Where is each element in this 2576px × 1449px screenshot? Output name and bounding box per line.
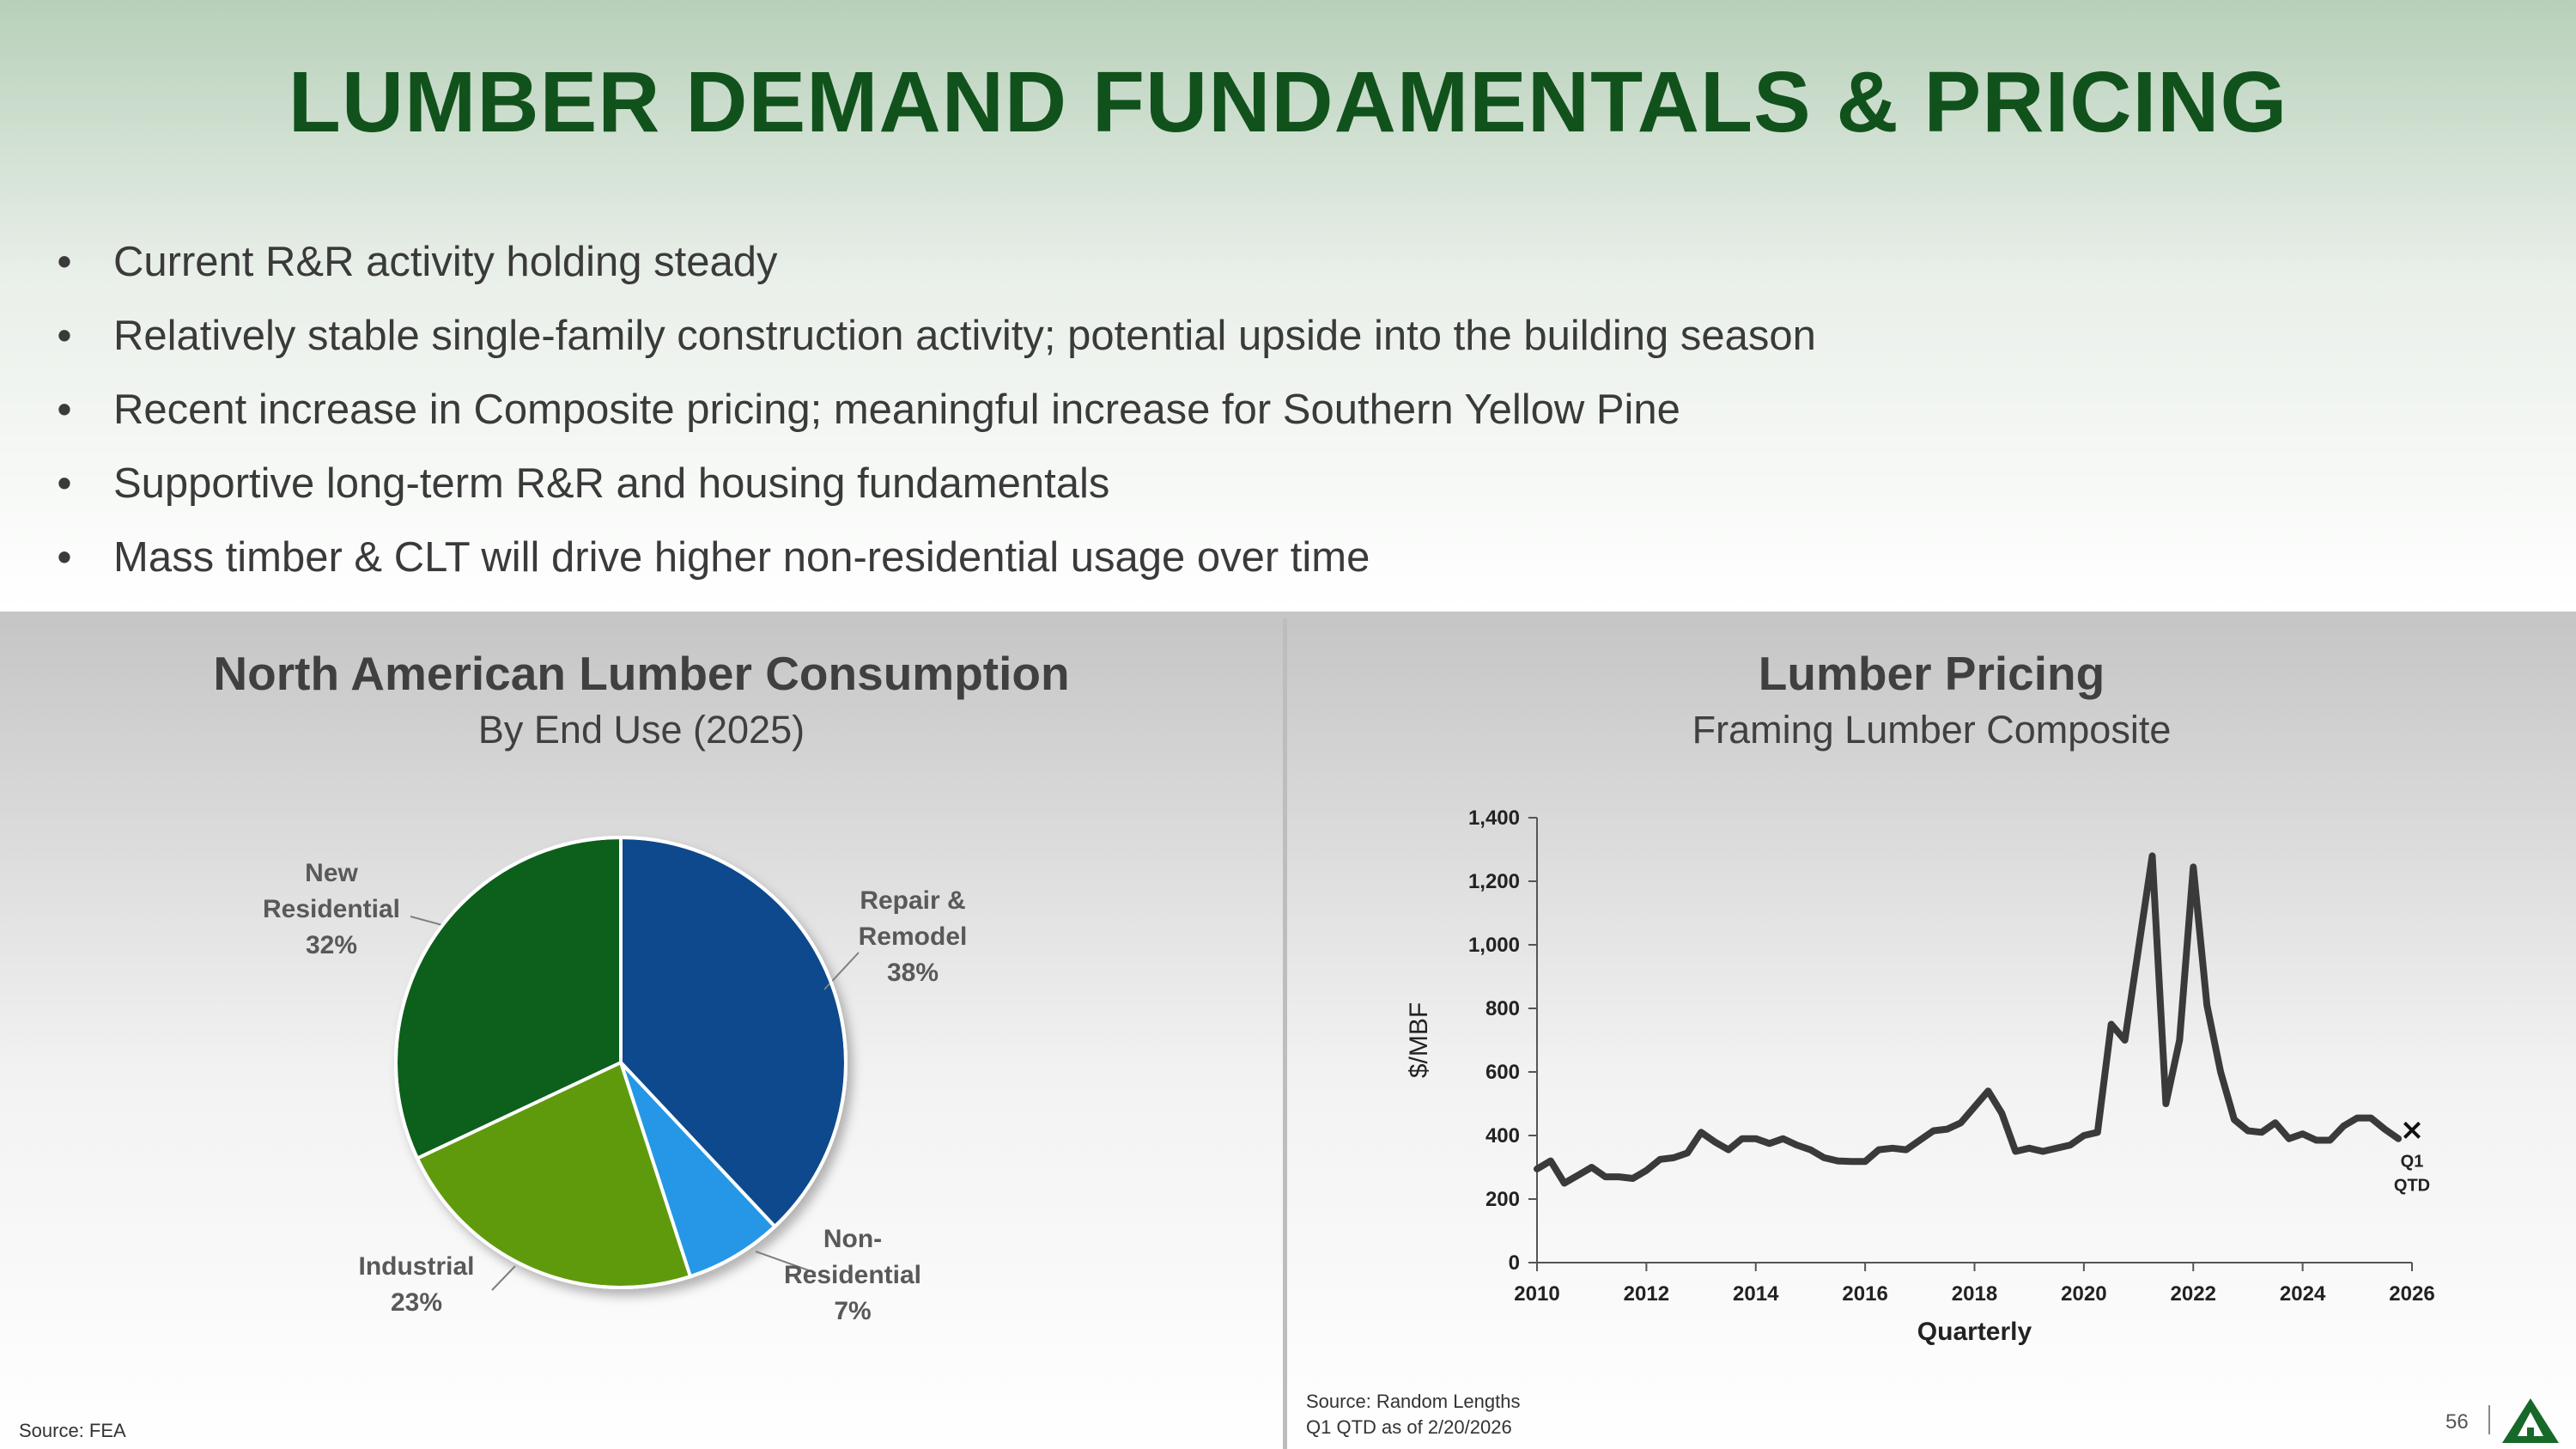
bullet-icon: • — [57, 313, 72, 359]
x-tick-label: 2024 — [2280, 1282, 2326, 1306]
x-tick-label: 2012 — [1624, 1282, 1669, 1306]
y-tick-label: 0 — [1509, 1251, 1520, 1275]
pie-leader-line — [410, 916, 443, 926]
pie-chart: Repair & Remodel 38% Non- Residential 7% Indus… — [263, 835, 968, 1325]
pie-rim — [394, 836, 848, 1289]
pie-label: Residential — [263, 895, 400, 923]
pie-leader-line — [491, 1265, 516, 1291]
bullet-icon: • — [57, 387, 72, 433]
x-tick-label: 2026 — [2389, 1282, 2434, 1306]
pie-leader-line — [823, 952, 860, 990]
pie-label: 23% — [391, 1288, 442, 1317]
pie-label: Non- — [823, 1225, 882, 1253]
y-axis-label: $/MBF — [1405, 1002, 1433, 1078]
line-chart-title: Lumber Pricing — [1758, 647, 2105, 700]
x-tick-label: 2018 — [1952, 1282, 1997, 1306]
page-number-separator — [2488, 1405, 2490, 1434]
pie-chart-title: North American Lumber Consumption — [213, 647, 1070, 700]
bullet-text: Mass timber & CLT will drive higher non-… — [113, 534, 1370, 581]
pie-label: Industrial — [358, 1252, 474, 1281]
bullet-item: • Mass timber & CLT will drive higher non… — [52, 521, 1816, 594]
x-axis-label: Quarterly — [1917, 1318, 2032, 1346]
y-tick-label: 400 — [1485, 1124, 1520, 1148]
x-tick-label: 2014 — [1733, 1282, 1779, 1306]
bullet-text: Recent increase in Composite pricing; me… — [113, 387, 1680, 433]
bullet-list: • Current R&R activity holding steady • Re… — [52, 225, 1816, 594]
bullet-text: Current R&R activity holding steady — [113, 239, 778, 285]
y-tick-label: 1,400 — [1468, 807, 1520, 830]
x-tick-label: 2022 — [2171, 1282, 2216, 1306]
x-tick-label: 2020 — [2061, 1282, 2106, 1306]
x-tick-label: 2016 — [1842, 1282, 1887, 1306]
x-tick-label: 2010 — [1514, 1282, 1559, 1306]
y-tick-label: 1,200 — [1468, 870, 1520, 893]
right-source-line2: Q1 QTD as of 2/20/2026 — [1306, 1416, 1512, 1438]
page-number: 56 — [2445, 1410, 2469, 1434]
qtd-label: Q1 — [2401, 1153, 2424, 1172]
bullet-item: • Recent increase in Composite pricing; m… — [52, 373, 1816, 447]
pie-leader-line — [755, 1251, 817, 1274]
bullet-item: • Relatively stable single-family constru… — [52, 299, 1816, 373]
right-source-line1: Source: Random Lengths — [1306, 1391, 1521, 1412]
line-chart-subtitle: Framing Lumber Composite — [1692, 708, 2172, 752]
company-logo-icon — [2502, 1398, 2559, 1443]
price-line — [1534, 852, 2403, 1187]
qtd-marker: × — [2400, 1113, 2425, 1148]
y-tick-label: 1,000 — [1468, 934, 1520, 957]
bullet-item: • Supportive long-term R&R and housing fu… — [52, 447, 1816, 521]
qtd-label: QTD — [2394, 1177, 2430, 1196]
line-chart: 0 200 400 600 800 1,000 1,200 1,400 2010 2012 2014… — [1405, 807, 2435, 1346]
left-source: Source: FEA — [19, 1420, 126, 1441]
header-background — [0, 0, 2576, 612]
bullet-icon: • — [57, 460, 72, 507]
bullet-icon: • — [57, 239, 72, 285]
pie-label: Remodel — [859, 922, 968, 951]
pie-label: Residential — [784, 1261, 921, 1289]
page-title: LUMBER DEMAND FUNDAMENTALS & PRICING — [288, 54, 2288, 150]
y-tick-label: 200 — [1485, 1188, 1520, 1211]
y-tick-label: 800 — [1485, 997, 1520, 1020]
pie-label: 32% — [306, 931, 357, 959]
pie-label: Repair & — [860, 886, 965, 915]
bullet-item: • Current R&R activity holding steady — [52, 225, 1816, 299]
pie-label: 7% — [834, 1297, 871, 1325]
bullet-text: Supportive long-term R&R and housing fun… — [113, 460, 1110, 507]
pie-label: New — [305, 859, 358, 887]
panel-divider — [1283, 618, 1287, 1449]
y-tick-label: 600 — [1485, 1061, 1520, 1084]
bullet-icon: • — [57, 534, 72, 581]
bullet-text: Relatively stable single-family construc… — [113, 313, 1816, 359]
pie-chart-subtitle: By End Use (2025) — [477, 708, 805, 752]
pie-label: 38% — [887, 959, 939, 987]
